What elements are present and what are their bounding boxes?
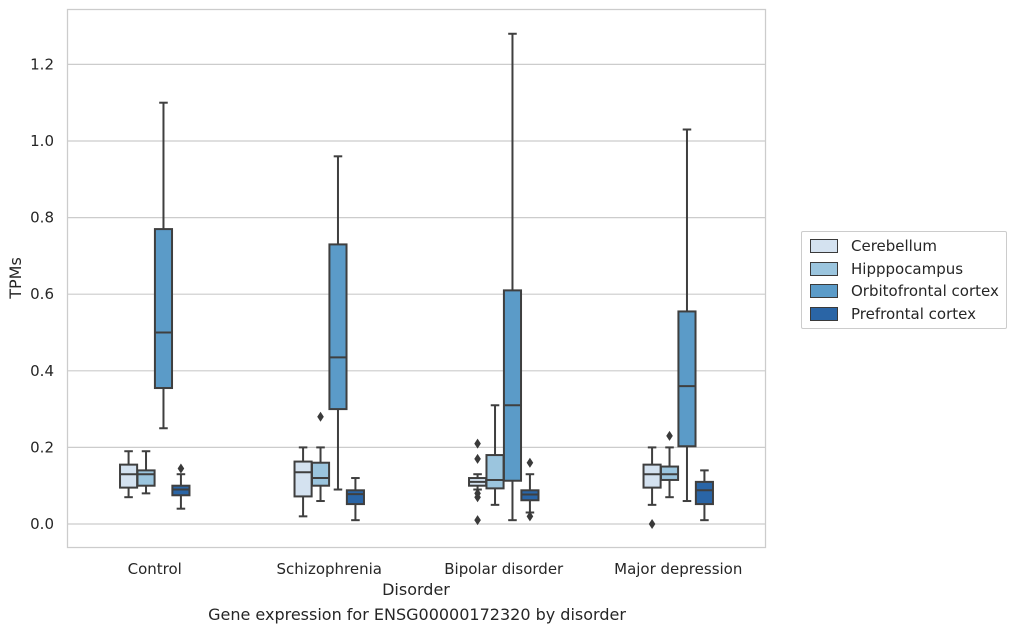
box — [328, 243, 348, 411]
box-plot-series — [119, 32, 714, 529]
y-tick-label: 1.2 — [30, 55, 54, 73]
outlier-point — [474, 492, 481, 503]
box-group — [520, 457, 540, 522]
box-group — [694, 469, 714, 522]
box-group — [502, 32, 523, 522]
y-tick-label: 0.8 — [30, 209, 54, 227]
box-group — [171, 463, 191, 510]
x-axis-label: Disorder — [382, 580, 450, 599]
box — [119, 463, 139, 489]
box-group — [677, 128, 697, 503]
chart-caption: Gene expression for ENSG00000172320 by d… — [208, 605, 626, 624]
box — [310, 461, 331, 487]
y-tick-label: 0.2 — [30, 438, 54, 456]
box-group — [293, 446, 313, 518]
outlier-point — [474, 453, 481, 464]
y-tick-label: 0.6 — [30, 285, 54, 303]
x-tick-label: Control — [128, 560, 182, 578]
box — [136, 469, 156, 487]
box-group — [136, 450, 156, 495]
legend-item-hippocampus: Hipppocampus — [810, 258, 1006, 281]
box — [502, 289, 523, 482]
y-tick-label: 1.0 — [30, 132, 54, 150]
y-tick-label: 0.0 — [30, 515, 54, 533]
box — [642, 463, 662, 489]
box — [485, 454, 505, 490]
legend-label-cerebellum: Cerebellum — [851, 237, 937, 256]
legend-swatch-orbitofrontal-cortex — [810, 284, 838, 299]
legend: Cerebellum Hipppocampus Orbitofrontal co… — [801, 231, 1007, 329]
box — [153, 228, 174, 390]
outlier-point — [317, 411, 324, 422]
box-group — [642, 446, 662, 529]
box-group — [468, 438, 488, 526]
outlier-point — [526, 457, 534, 468]
box-group — [659, 430, 680, 499]
outlier-point — [474, 515, 481, 526]
legend-label-orbitofrontal-cortex: Orbitofrontal cortex — [851, 282, 999, 301]
box — [293, 460, 313, 498]
box-group — [310, 411, 331, 503]
box-group — [119, 450, 139, 499]
x-tick-label: Schizophrenia — [277, 560, 382, 578]
box-group — [328, 155, 348, 491]
legend-label-hippocampus: Hipppocampus — [851, 259, 964, 278]
box — [677, 310, 697, 448]
legend-swatch-prefrontal-cortex — [810, 306, 838, 321]
legend-label-prefrontal-cortex: Prefrontal cortex — [851, 304, 976, 323]
x-tick-label: Major depression — [614, 560, 742, 578]
outlier-point — [474, 438, 481, 449]
box — [345, 489, 365, 506]
y-tick-labels: 0.0 0.2 0.4 0.6 0.8 1.0 1.2 — [30, 55, 54, 533]
box-group — [153, 101, 174, 430]
legend-swatch-cerebellum — [810, 239, 838, 254]
box — [694, 480, 714, 506]
y-axis-label: TPMs — [6, 257, 25, 300]
gridlines — [67, 63, 766, 525]
legend-item-orbitofrontal-cortex: Orbitofrontal cortex — [810, 280, 1006, 303]
legend-item-cerebellum: Cerebellum — [810, 235, 1006, 258]
plot-frame — [66, 8, 767, 549]
box-group — [345, 477, 365, 522]
outlier-point — [648, 519, 656, 529]
outlier-point — [666, 430, 673, 441]
box-group — [485, 404, 505, 506]
outlier-point — [526, 511, 534, 522]
legend-item-prefrontal-cortex: Prefrontal cortex — [810, 303, 1006, 326]
x-tick-label: Bipolar disorder — [444, 560, 564, 578]
y-tick-label: 0.4 — [30, 362, 54, 380]
outlier-point — [177, 463, 185, 474]
legend-swatch-hippocampus — [810, 261, 838, 276]
x-tick-labels: Control Schizophrenia Bipolar disorder Majo… — [128, 560, 743, 578]
